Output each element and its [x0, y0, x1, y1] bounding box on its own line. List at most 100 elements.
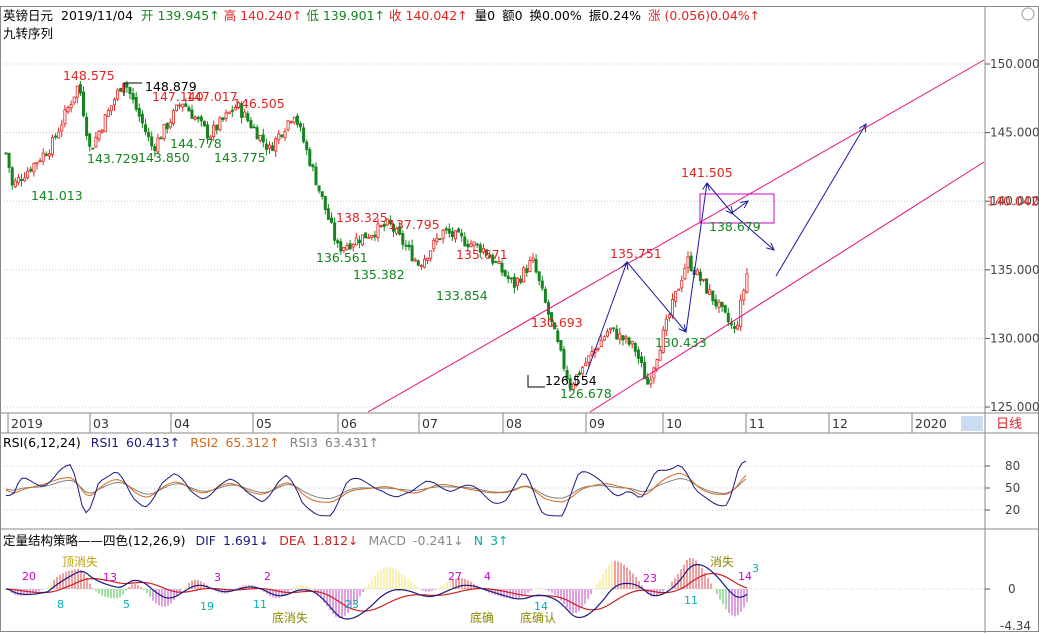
candle-body — [221, 117, 225, 121]
candle-body — [636, 349, 640, 359]
rsi3-value: 63.431↑ — [325, 435, 379, 450]
open-value: 139.945↑ — [158, 8, 220, 23]
trend-arrow-line — [732, 200, 749, 213]
candle-body — [556, 330, 560, 342]
candle-body — [711, 290, 715, 302]
candle-body — [128, 87, 132, 94]
candle-body — [60, 124, 64, 132]
low-label: 低 — [306, 8, 319, 23]
macd-count-label: 8 — [57, 598, 64, 611]
trough-marker — [527, 375, 545, 388]
candle-body — [416, 260, 420, 266]
candle-body — [308, 149, 312, 166]
n-value: 3↑ — [490, 533, 508, 548]
candle-body — [407, 244, 411, 248]
candle-body — [243, 111, 247, 118]
candle-body — [426, 257, 430, 261]
low-label: 138.679 — [709, 219, 761, 234]
low-label: 141.013 — [31, 188, 83, 203]
time-axis: 2019 03 04 05 06 07 08 09 10 11 12 2020 日线 — [7, 413, 1022, 433]
candle-body — [596, 347, 600, 351]
candle-body — [550, 312, 554, 323]
dif-line — [5, 563, 748, 620]
candle-body — [150, 136, 154, 147]
candle-body — [481, 247, 485, 253]
candle-body — [274, 137, 278, 152]
candle-body — [649, 379, 653, 385]
consolidation-box — [699, 193, 775, 224]
period-button[interactable]: 日线 — [996, 417, 1022, 432]
settings-circle-icon[interactable] — [1021, 7, 1035, 21]
candle-body — [484, 249, 488, 256]
candle-body — [404, 244, 408, 247]
candle-body — [162, 123, 166, 139]
trend-arrow-line — [732, 213, 775, 251]
candle-body — [4, 152, 8, 155]
rsi1-name: RSI1 — [91, 435, 119, 450]
header-info: 英镑日元 2019/11/04 开 139.945↑ 高 140.240↑ 低 … — [3, 8, 760, 23]
candle-body — [88, 133, 92, 147]
channel-lower-line — [589, 161, 985, 413]
candle-body — [543, 288, 547, 303]
candle-body — [47, 153, 51, 157]
candle-body — [230, 109, 234, 112]
rsi3-name: RSI3 — [290, 435, 318, 450]
price-tick-label: 125.000 — [990, 400, 1039, 414]
candle-body — [509, 277, 513, 280]
candle-body — [249, 120, 253, 128]
price-axis: 150.000 145.000 140.000 135.000 130.000 125.0… — [985, 57, 1039, 414]
candle-body — [726, 312, 730, 323]
trend-arrow-head — [859, 123, 867, 133]
high-label: 147.140 — [152, 89, 204, 104]
candle-body — [202, 120, 206, 127]
candle-body — [695, 269, 699, 276]
rsi2-name: RSI2 — [190, 435, 218, 450]
date: 2019/11/04 — [61, 8, 133, 23]
dif-value: 1.691↓ — [223, 533, 269, 548]
candle-body — [215, 124, 219, 131]
candle-body — [612, 327, 616, 330]
candle-body — [82, 91, 86, 117]
candle-body — [32, 162, 36, 173]
candle-body — [72, 96, 76, 104]
candle-body — [54, 135, 58, 138]
candle-body — [199, 116, 203, 122]
candle-body — [134, 96, 138, 110]
rsi-tick-label: 20 — [1005, 503, 1020, 517]
candle-body — [240, 103, 244, 118]
scroll-indicator — [961, 416, 983, 431]
main-grid — [4, 63, 984, 408]
candle-body — [512, 276, 516, 288]
candle-body — [599, 339, 603, 347]
candle-body — [717, 301, 721, 308]
rsi-tick-label: 80 — [1005, 459, 1020, 473]
candle-body — [224, 112, 228, 120]
candle-body — [516, 277, 520, 287]
candle-body — [236, 102, 240, 109]
high-label: 130.693 — [531, 315, 583, 330]
close-value: 140.042↑ — [406, 8, 468, 23]
candle-body — [7, 152, 11, 168]
candle-body — [733, 326, 737, 329]
macd-count-label: 23 — [345, 598, 359, 611]
candle-body — [370, 235, 374, 238]
indicator-name: 九转序列 — [3, 26, 53, 41]
candle-body — [615, 328, 619, 340]
candle-body — [671, 299, 675, 316]
candle-body — [618, 333, 622, 340]
time-tick-label: 10 — [666, 416, 682, 431]
time-tick-label: 08 — [506, 416, 522, 431]
candle-body — [413, 259, 417, 262]
time-tick-label: 11 — [749, 416, 765, 431]
macd-annotation: 底消失 — [272, 610, 308, 625]
candle-body — [69, 104, 73, 109]
candle-body — [587, 355, 591, 363]
candle-body — [23, 177, 27, 182]
candle-body — [419, 265, 423, 268]
rsi2-line — [5, 472, 747, 503]
candle-body — [280, 134, 284, 137]
macd-count-label: 4 — [484, 570, 491, 583]
candle-body — [305, 141, 309, 151]
candle-body — [500, 262, 504, 273]
high-label: 138.325 — [336, 210, 388, 225]
